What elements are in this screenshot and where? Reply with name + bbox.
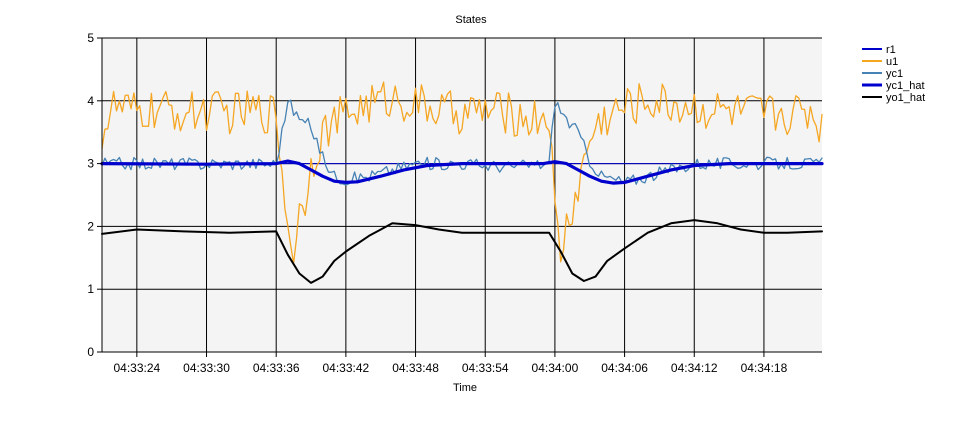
series-group — [100, 81, 824, 284]
x-axis-title: Time — [453, 382, 477, 394]
chart-title: States — [455, 14, 487, 26]
legend-label-yc1: yc1 — [886, 68, 903, 80]
series-line-u1 — [101, 81, 823, 264]
legend-label-yc1-hat: yc1_hat — [886, 80, 925, 92]
legend-label-yo1-hat: yo1_hat — [886, 92, 925, 104]
x-tick-label: 04:33:48 — [392, 361, 439, 375]
y-tick-label: 3 — [87, 157, 94, 171]
y-tick-label: 0 — [87, 345, 94, 359]
x-tick-label: 04:34:12 — [671, 361, 718, 375]
series-line-yc1-hat — [100, 159, 824, 185]
x-tick-label: 04:34:06 — [601, 361, 648, 375]
x-tick-label: 04:33:30 — [183, 361, 230, 375]
x-tick-label: 04:33:42 — [323, 361, 370, 375]
y-tick-label: 2 — [87, 219, 94, 233]
axes: 0 1 2 3 4 5 04:33:24 04:33:30 04:33:36 04:33:42 04… — [87, 31, 822, 375]
plot-area — [102, 38, 822, 352]
x-tick-label: 04:34:18 — [741, 361, 788, 375]
x-tick-label: 04:33:54 — [462, 361, 509, 375]
x-tick-label: 04:34:00 — [532, 361, 579, 375]
series-line-yo1-hat — [101, 219, 823, 284]
y-tick-label: 4 — [87, 94, 94, 108]
x-tick-label: 04:33:36 — [253, 361, 300, 375]
y-tick-label: 1 — [87, 282, 94, 296]
legend-label-u1: u1 — [886, 56, 898, 68]
x-tick-label: 04:33:24 — [113, 361, 160, 375]
legend-label-r1: r1 — [886, 44, 896, 56]
y-tick-label: 5 — [87, 31, 94, 45]
